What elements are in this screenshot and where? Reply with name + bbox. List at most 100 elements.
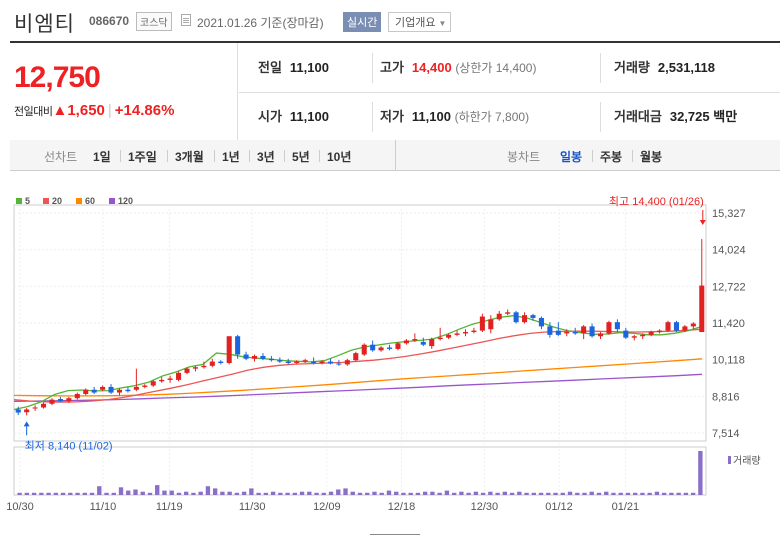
volume-bar: [640, 492, 645, 495]
volume-bar: [118, 487, 124, 495]
volume-bar: [553, 492, 558, 495]
company-info-button[interactable]: 기업개요 ▼: [388, 12, 452, 32]
candle-body: [66, 398, 72, 402]
low-label: 저가: [380, 109, 404, 124]
volume-bar: [698, 451, 703, 495]
price-summary: 12,750 전일대비▲1,650 | +14.86% 전일 11,100 고가 14,…: [10, 41, 780, 141]
candle-body: [437, 337, 443, 340]
candle-body: [176, 372, 182, 380]
legend-swatch: [43, 198, 49, 204]
candle-body: [614, 322, 620, 330]
y-tick-label: 8,816: [712, 391, 740, 403]
tab-period-3y[interactable]: 3년: [257, 150, 275, 164]
candle-body: [496, 313, 502, 320]
volume-bar: [394, 491, 399, 495]
open-value: 11,100: [289, 109, 329, 124]
tab-monthly[interactable]: 월봉: [640, 150, 663, 164]
legend-label: 20: [52, 196, 62, 206]
candle-body: [564, 332, 570, 334]
candle-body: [606, 322, 612, 334]
legend-swatch: [16, 198, 22, 204]
tab-period-1y[interactable]: 1년: [222, 150, 240, 164]
volume-bar: [24, 492, 30, 495]
tab-period-3m[interactable]: 3개월: [175, 150, 204, 164]
realtime-button[interactable]: 실시간: [343, 12, 382, 32]
x-tick-label: 01/12: [545, 501, 573, 513]
candle-body: [251, 355, 258, 359]
tab-period-1d[interactable]: 1일: [93, 150, 111, 164]
volume-bar: [676, 492, 681, 495]
volume-cell: 거래량 2,531,118: [614, 43, 715, 92]
y-tick-label: 14,024: [712, 245, 746, 257]
volume-bar: [647, 492, 652, 495]
change-amount: 1,650: [67, 102, 105, 119]
volume-bar: [517, 491, 522, 495]
candle-body: [387, 347, 393, 349]
volume-bar: [415, 492, 421, 495]
candle-body: [690, 323, 696, 327]
lower-limit: (하한가 7,800): [454, 110, 530, 124]
candle-body: [353, 353, 359, 361]
volume-bar: [234, 492, 240, 495]
candle-body: [657, 330, 663, 333]
volume-bar: [473, 491, 479, 495]
candle-body: [488, 319, 494, 330]
high-cell: 고가 14,400 (상한가 14,400): [380, 43, 536, 92]
candle-body: [302, 360, 308, 362]
volume-bar: [328, 491, 334, 495]
change-label: 전일대비: [14, 106, 53, 118]
candle-body: [277, 360, 283, 362]
candle-body: [505, 312, 511, 314]
high-value: 14,400: [411, 60, 452, 75]
min-price-label: 최저 8,140 (11/02): [25, 439, 113, 452]
tab-weekly[interactable]: 주봉: [600, 150, 623, 164]
candle-body: [243, 354, 249, 359]
candle-body: [311, 361, 317, 363]
current-price-box: 12,750 전일대비▲1,650 | +14.86%: [10, 43, 238, 141]
row-divider: [239, 92, 780, 93]
legend-label: 120: [118, 196, 133, 206]
volume-bar: [270, 491, 276, 495]
tab-period-10y[interactable]: 10년: [327, 150, 352, 164]
candle-body: [361, 344, 367, 355]
volume-bar: [524, 492, 529, 495]
legend-swatch: [109, 198, 115, 204]
volume-bar: [60, 492, 66, 495]
current-price: 12,750: [14, 61, 101, 94]
volume-bar: [336, 489, 341, 495]
volume-bar: [633, 492, 638, 495]
candle-body: [57, 399, 63, 402]
document-icon: [181, 14, 191, 26]
tab-line-chart[interactable]: 선차트: [44, 150, 78, 164]
max-arrow-icon: [699, 220, 706, 225]
candle-body: [412, 339, 418, 341]
volume-bar: [97, 486, 102, 495]
tab-period-1w[interactable]: 1주일: [128, 150, 157, 164]
candle-body: [648, 332, 654, 335]
volume-bar: [357, 492, 363, 495]
chart-tabs: 선차트 1일 1주일 3개월 1년 3년 5년 10년 봉차트 일봉 주봉 월봉: [10, 140, 780, 171]
legend-label: 60: [85, 196, 95, 206]
volume-bar: [321, 492, 326, 495]
candle-body: [420, 341, 426, 345]
volume-bar: [531, 492, 536, 495]
volume-bar: [408, 492, 413, 495]
tab-daily[interactable]: 일봉: [560, 150, 583, 164]
candle-body: [699, 285, 705, 333]
volume-bar: [241, 491, 247, 495]
candlestick-chart[interactable]: 15,327 14,024 12,722 11,420 10,118 8,816 7,514…: [0, 190, 780, 535]
candle-body: [260, 355, 266, 359]
volume-plot-frame: [13, 446, 707, 496]
candle-body: [24, 409, 30, 413]
candle-body: [555, 330, 561, 335]
volume-bar: [111, 492, 116, 495]
x-tick-label: 12/18: [388, 501, 416, 513]
legend-label: 5: [25, 196, 30, 206]
tab-period-5y[interactable]: 5년: [292, 150, 310, 164]
volume-bar: [480, 492, 486, 495]
volume-bar: [365, 492, 370, 495]
tab-candle-chart[interactable]: 봉차트: [507, 150, 541, 164]
volume-bar: [372, 491, 377, 495]
volume-bar: [46, 492, 51, 495]
candle-body: [74, 393, 80, 399]
